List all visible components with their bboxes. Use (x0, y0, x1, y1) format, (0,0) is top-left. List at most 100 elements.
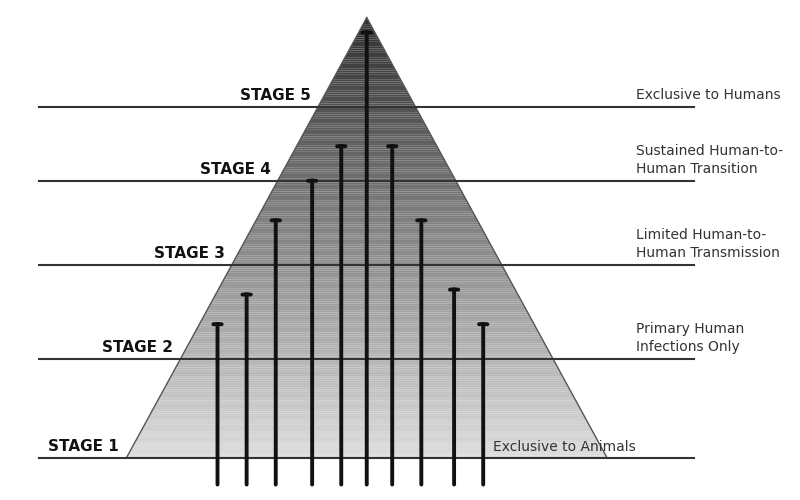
Polygon shape (184, 350, 550, 352)
Polygon shape (205, 312, 529, 314)
Polygon shape (297, 143, 436, 145)
Polygon shape (157, 400, 577, 402)
Polygon shape (254, 222, 480, 224)
Polygon shape (179, 358, 554, 361)
Polygon shape (267, 198, 466, 200)
Polygon shape (226, 273, 507, 275)
Polygon shape (320, 101, 414, 103)
Polygon shape (162, 392, 572, 394)
Polygon shape (328, 86, 405, 88)
Polygon shape (309, 121, 424, 123)
Polygon shape (265, 202, 469, 204)
Polygon shape (342, 60, 390, 62)
Polygon shape (140, 432, 594, 434)
Polygon shape (134, 442, 600, 444)
Polygon shape (278, 178, 456, 180)
Polygon shape (238, 251, 495, 253)
Polygon shape (201, 319, 533, 321)
Polygon shape (215, 292, 518, 295)
Polygon shape (210, 304, 524, 306)
Polygon shape (219, 286, 514, 288)
Polygon shape (236, 255, 498, 258)
Polygon shape (349, 48, 385, 50)
Polygon shape (196, 328, 538, 330)
Polygon shape (273, 187, 461, 189)
Polygon shape (266, 200, 468, 202)
Polygon shape (277, 180, 457, 182)
Polygon shape (339, 66, 394, 68)
Polygon shape (322, 97, 411, 99)
Polygon shape (224, 277, 510, 280)
Polygon shape (326, 90, 407, 92)
Polygon shape (222, 282, 512, 284)
Polygon shape (138, 436, 596, 438)
Polygon shape (262, 207, 471, 209)
Polygon shape (327, 88, 406, 90)
Polygon shape (282, 170, 451, 172)
Text: STAGE 4: STAGE 4 (199, 162, 270, 177)
Polygon shape (232, 262, 502, 264)
Polygon shape (280, 174, 454, 176)
Polygon shape (150, 412, 583, 414)
Polygon shape (207, 308, 526, 310)
Polygon shape (352, 42, 381, 44)
Polygon shape (182, 354, 552, 356)
Text: Limited Human-to-
Human Transmission: Limited Human-to- Human Transmission (636, 228, 780, 260)
Polygon shape (303, 132, 430, 134)
Polygon shape (176, 366, 558, 368)
Polygon shape (189, 341, 545, 344)
Polygon shape (178, 361, 555, 363)
Polygon shape (342, 62, 392, 64)
Polygon shape (282, 172, 452, 174)
Polygon shape (186, 346, 547, 348)
Polygon shape (234, 258, 499, 260)
Polygon shape (316, 108, 417, 110)
Polygon shape (345, 55, 388, 57)
Polygon shape (218, 288, 516, 290)
Polygon shape (194, 332, 540, 334)
Polygon shape (239, 248, 494, 251)
Polygon shape (261, 209, 473, 211)
Text: STAGE 2: STAGE 2 (102, 340, 174, 355)
Polygon shape (128, 454, 606, 456)
Polygon shape (296, 145, 438, 148)
Polygon shape (314, 112, 419, 114)
Polygon shape (318, 104, 414, 106)
Polygon shape (256, 218, 478, 220)
Polygon shape (347, 50, 386, 53)
Polygon shape (356, 35, 378, 37)
Polygon shape (133, 444, 601, 446)
Polygon shape (323, 94, 410, 97)
Polygon shape (217, 290, 517, 292)
Polygon shape (165, 385, 569, 388)
Polygon shape (279, 176, 454, 178)
Text: STAGE 1: STAGE 1 (49, 438, 119, 454)
Polygon shape (244, 240, 490, 242)
Text: STAGE 3: STAGE 3 (154, 246, 225, 261)
Polygon shape (193, 334, 541, 336)
Polygon shape (174, 370, 560, 372)
Polygon shape (203, 314, 530, 317)
Polygon shape (249, 231, 485, 233)
Polygon shape (147, 418, 586, 420)
Polygon shape (350, 46, 383, 48)
Polygon shape (195, 330, 538, 332)
Polygon shape (206, 310, 528, 312)
Polygon shape (198, 326, 536, 328)
Polygon shape (152, 410, 582, 412)
Polygon shape (310, 119, 423, 121)
Polygon shape (290, 156, 444, 158)
Polygon shape (198, 324, 535, 326)
Polygon shape (230, 266, 504, 268)
Polygon shape (287, 160, 446, 163)
Polygon shape (251, 226, 482, 229)
Polygon shape (268, 196, 466, 198)
Polygon shape (172, 372, 562, 374)
Polygon shape (285, 165, 449, 167)
Polygon shape (158, 398, 576, 400)
Polygon shape (164, 388, 570, 390)
Polygon shape (130, 449, 603, 451)
Polygon shape (136, 438, 598, 440)
Polygon shape (229, 268, 505, 270)
Polygon shape (154, 405, 579, 407)
